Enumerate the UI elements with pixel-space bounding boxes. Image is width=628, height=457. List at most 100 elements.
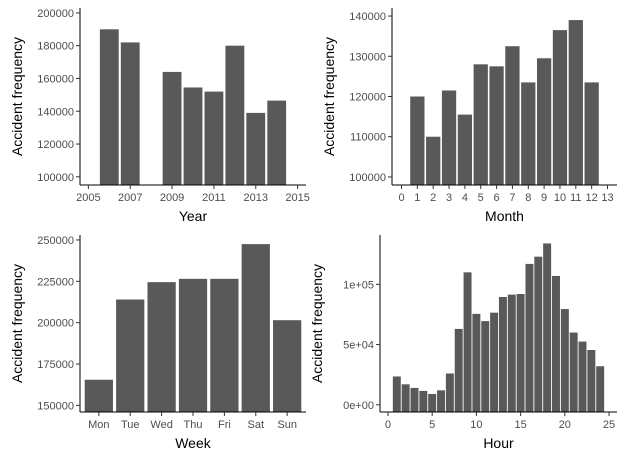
y-tick-label: 140000 [37, 106, 74, 118]
bar [578, 341, 587, 412]
bar [410, 387, 419, 412]
x-tick-label: 13 [601, 192, 613, 204]
x-tick-label: 0 [398, 192, 404, 204]
bar [392, 376, 401, 412]
y-axis-title: Accident frequency [9, 37, 25, 156]
x-tick-label: Fri [218, 419, 231, 431]
bar [116, 299, 145, 412]
x-tick-label: 2005 [76, 192, 100, 204]
bar [246, 112, 266, 185]
x-tick-label: 5 [429, 419, 435, 431]
x-axis-title: Month [485, 208, 524, 224]
bar [241, 244, 270, 412]
y-axis-title: Accident frequency [321, 37, 337, 156]
bar [210, 278, 239, 412]
bar [84, 379, 113, 412]
y-tick-label: 225000 [37, 276, 74, 288]
bar [505, 46, 520, 185]
x-tick-label: 2011 [202, 192, 226, 204]
x-tick-label: 5 [478, 192, 484, 204]
bar [183, 87, 203, 185]
x-tick-label: 2015 [285, 192, 309, 204]
y-tick-label: 250000 [37, 235, 74, 247]
year-chart: 100000 120000 140000 160000 180000 200000 2005… [9, 8, 310, 224]
week-chart: 150000 175000 200000 225000 250000 Mon Tue Wed T… [9, 235, 306, 451]
y-tick-label: 175000 [37, 359, 74, 371]
x-tick-label: 4 [462, 192, 468, 204]
bar [457, 114, 473, 185]
bar [560, 309, 569, 412]
bar [536, 58, 552, 185]
bar [534, 256, 543, 412]
bar [426, 136, 441, 185]
y-tick-label: 0e+00 [343, 400, 374, 412]
bar [463, 272, 472, 412]
bar [178, 278, 208, 412]
y-tick-label: 180000 [37, 41, 74, 53]
y-tick-label: 200000 [37, 318, 74, 330]
y-tick-label: 120000 [349, 92, 386, 104]
bar [498, 297, 507, 412]
x-tick-label: 2 [430, 192, 436, 204]
bar [437, 390, 445, 412]
bar [489, 66, 504, 185]
bar [525, 263, 534, 412]
x-tick-label: 11 [570, 192, 581, 204]
bar [445, 373, 454, 412]
y-tick-label: 100000 [37, 172, 74, 184]
y-axis-title: Accident frequency [309, 264, 325, 383]
x-tick-label: 3 [446, 192, 452, 204]
x-tick-label: Sat [248, 419, 265, 431]
x-tick-label: Sun [277, 419, 297, 431]
y-axis-title: Accident frequency [9, 264, 25, 383]
y-tick-label: 5e+04 [343, 340, 374, 352]
bar [516, 294, 525, 412]
bar [267, 100, 287, 185]
x-tick-label: 2009 [160, 192, 184, 204]
bar [428, 393, 437, 412]
bar [454, 328, 463, 412]
hour-chart: 0e+00 5e+04 1e+05 0 5 10 15 20 25 Hour Accident fr… [309, 235, 617, 451]
y-tick-label: 100000 [349, 172, 386, 184]
y-tick-label: 1e+05 [343, 279, 374, 291]
x-axis-title: Year [179, 208, 208, 224]
x-tick-label: 12 [586, 192, 598, 204]
y-tick-label: 120000 [37, 139, 74, 151]
bar [401, 384, 410, 412]
bar [552, 275, 560, 412]
bar [473, 64, 488, 185]
bar [521, 82, 536, 185]
bar [419, 390, 428, 412]
y-tick-label: 130000 [349, 51, 386, 63]
x-tick-label: 20 [559, 419, 571, 431]
x-tick-label: 8 [525, 192, 531, 204]
y-tick-label: 110000 [350, 132, 386, 144]
bar [162, 71, 182, 185]
x-tick-label: 25 [603, 419, 615, 431]
x-tick-label: Wed [150, 419, 172, 431]
bar [507, 294, 516, 412]
bar [584, 82, 599, 185]
bar [204, 91, 224, 185]
x-tick-label: 2007 [118, 192, 142, 204]
bar [120, 42, 140, 185]
x-tick-label: 9 [541, 192, 547, 204]
bar [472, 313, 481, 412]
x-tick-label: Tue [121, 419, 140, 431]
bar [596, 366, 605, 412]
bar [568, 20, 583, 185]
x-tick-label: 0 [385, 419, 391, 431]
y-tick-label: 150000 [37, 400, 74, 412]
bar [569, 332, 578, 412]
y-tick-label: 200000 [37, 8, 74, 20]
x-tick-label: 10 [470, 419, 482, 431]
bar [99, 29, 119, 186]
bar [441, 90, 457, 185]
bar [410, 96, 425, 185]
x-tick-label: Mon [88, 419, 109, 431]
x-tick-label: Thu [184, 419, 203, 431]
y-tick-label: 160000 [37, 73, 74, 85]
x-tick-label: 1 [414, 192, 420, 204]
